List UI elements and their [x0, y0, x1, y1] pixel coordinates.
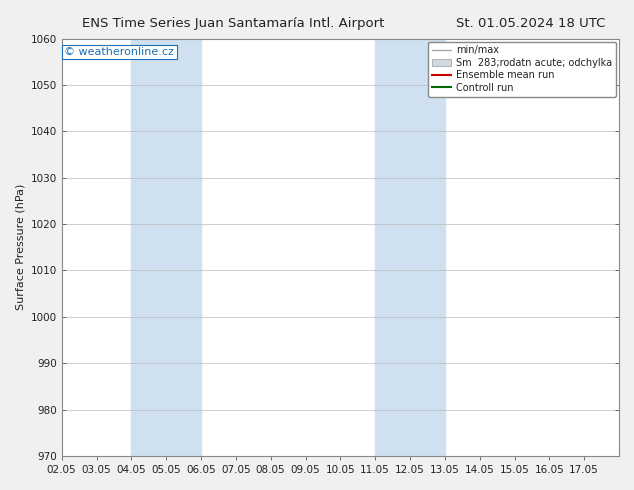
Text: ENS Time Series Juan Santamaría Intl. Airport: ENS Time Series Juan Santamaría Intl. Ai…: [82, 17, 385, 30]
Y-axis label: Surface Pressure (hPa): Surface Pressure (hPa): [15, 184, 25, 311]
Text: © weatheronline.cz: © weatheronline.cz: [65, 47, 174, 57]
Bar: [375, 39, 445, 456]
Legend: min/max, Sm  283;rodatn acute; odchylka, Ensemble mean run, Controll run: min/max, Sm 283;rodatn acute; odchylka, …: [428, 42, 616, 97]
Bar: [131, 39, 201, 456]
Text: St. 01.05.2024 18 UTC: St. 01.05.2024 18 UTC: [456, 17, 606, 30]
